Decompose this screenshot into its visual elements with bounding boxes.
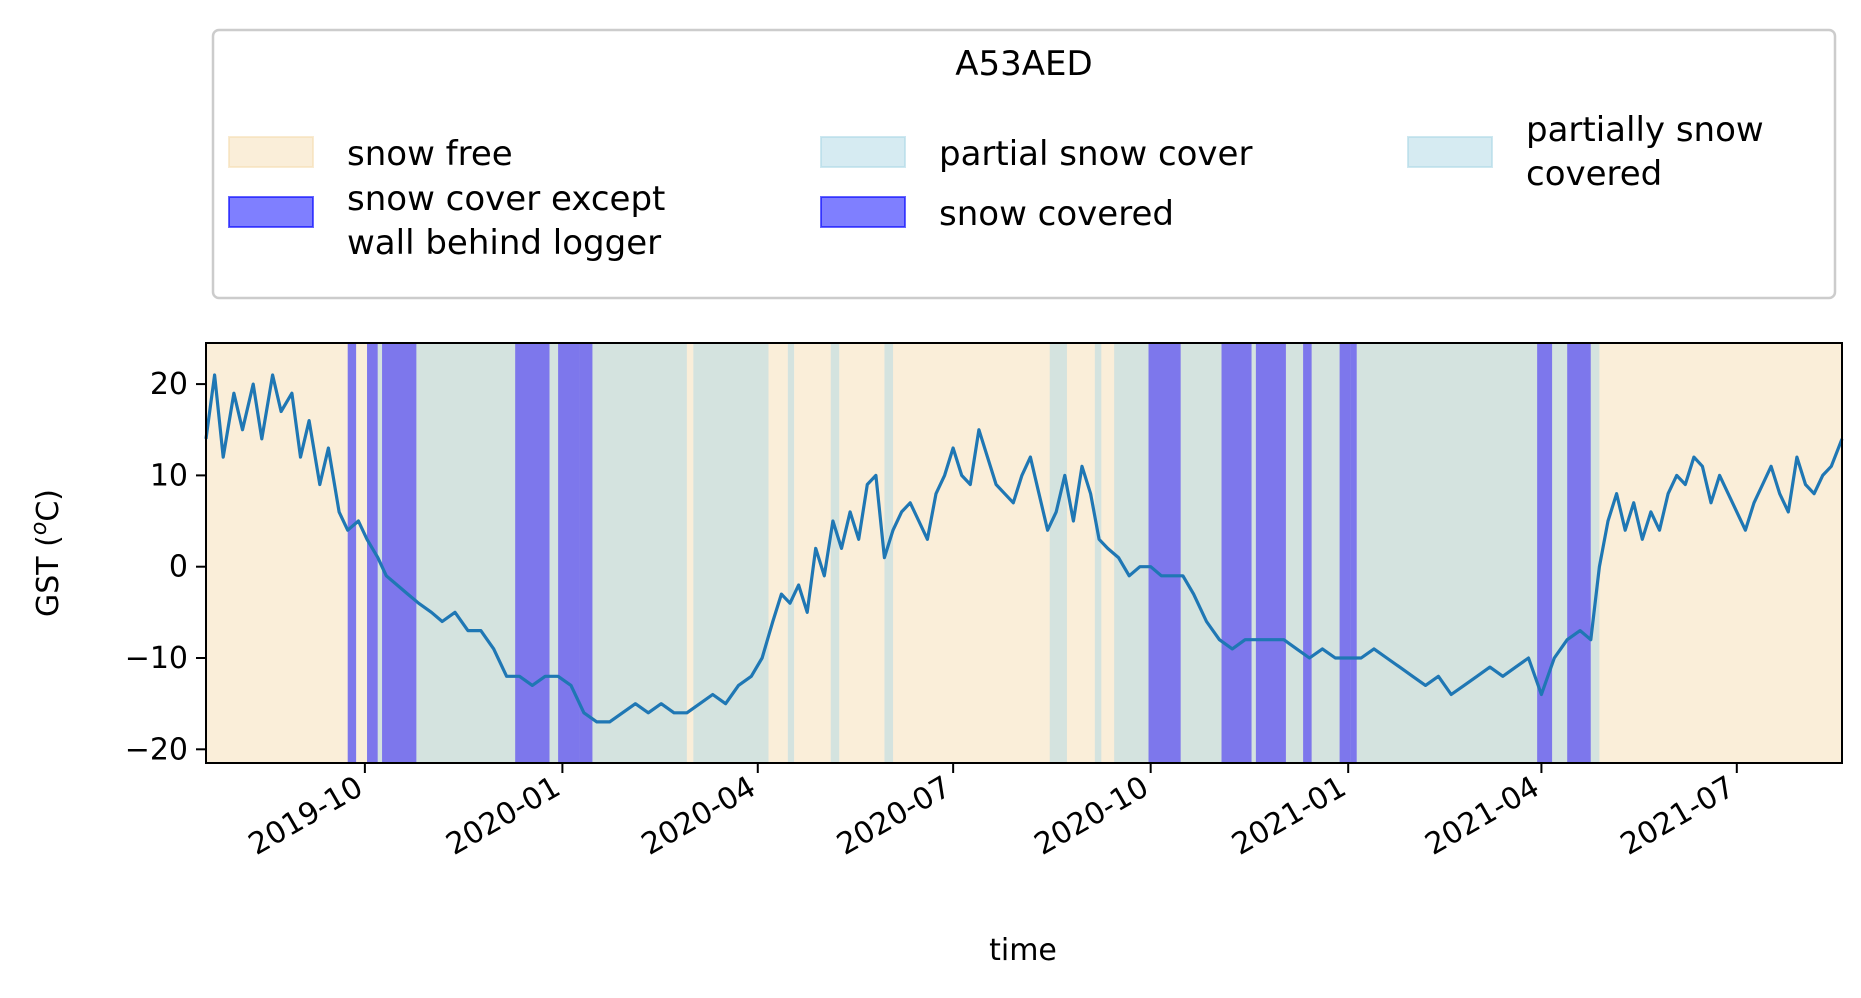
legend-label: covered xyxy=(1526,154,1662,194)
legend-label: snow cover except xyxy=(347,179,665,219)
snow-band-partial xyxy=(830,343,840,763)
x-tick-label: 2020-07 xyxy=(831,770,957,863)
snow-band-partial xyxy=(592,343,687,763)
x-tick-label: 2020-04 xyxy=(636,770,762,863)
snow-band-snow-free xyxy=(768,343,788,763)
snow-band-partial xyxy=(1552,343,1568,763)
snow-band-partial xyxy=(1311,343,1340,763)
snow-band-covered xyxy=(579,343,593,763)
x-tick-label: 2021-07 xyxy=(1615,770,1741,863)
snow-band-snow-free xyxy=(356,343,368,763)
snow-band-covered xyxy=(1221,343,1252,763)
plot-area xyxy=(204,342,1844,764)
y-tick-label: −20 xyxy=(125,732,188,767)
y-axis: 20 10 0 −10 −20 xyxy=(125,367,206,767)
x-tick-label: 2020-01 xyxy=(440,770,566,863)
snow-band-covered xyxy=(1567,343,1591,763)
snow-band-covered xyxy=(367,343,378,763)
legend-swatch xyxy=(820,136,906,168)
x-tick-label: 2021-01 xyxy=(1226,770,1352,863)
snow-band-partial xyxy=(884,343,894,763)
snow-band-partial xyxy=(1049,343,1067,763)
snow-band-snow-free xyxy=(794,343,831,763)
snow-band-partial xyxy=(787,343,795,763)
snow-band-snow-free xyxy=(686,343,694,763)
snow-band-covered xyxy=(1339,343,1351,763)
snow-band-covered xyxy=(1350,343,1357,763)
legend-label: wall behind logger xyxy=(347,223,661,263)
snow-band-partial xyxy=(1114,343,1149,763)
legend-swatch xyxy=(228,136,314,168)
legend-swatch xyxy=(820,196,906,228)
snow-band-partial xyxy=(377,343,383,763)
snow-band-covered xyxy=(558,343,580,763)
snow-bands xyxy=(206,343,1842,763)
snow-band-covered xyxy=(347,343,357,763)
snow-band-covered xyxy=(1537,343,1553,763)
snow-band-covered xyxy=(1303,343,1312,763)
y-tick-label: 20 xyxy=(150,367,188,402)
snow-band-partial xyxy=(416,343,516,763)
y-tick-label: 10 xyxy=(150,458,188,493)
x-tick-label: 2020-10 xyxy=(1029,770,1155,863)
snow-band-covered xyxy=(515,343,550,763)
y-axis-label: GST (oC) xyxy=(27,489,67,617)
legend-swatch xyxy=(228,196,314,228)
snow-band-partial xyxy=(1094,343,1102,763)
x-tick-label: 2021-04 xyxy=(1419,770,1545,863)
series-line xyxy=(204,373,1844,724)
snow-band-covered xyxy=(1255,343,1286,763)
legend-label: partially snow xyxy=(1526,110,1764,150)
y-tick-label: −10 xyxy=(125,641,188,676)
legend-label: snow covered xyxy=(939,194,1174,234)
snow-band-partial xyxy=(1180,343,1222,763)
snow-band-partial xyxy=(1590,343,1600,763)
snow-band-covered xyxy=(1148,343,1181,763)
snow-band-partial xyxy=(549,343,559,763)
legend-label: partial snow cover xyxy=(939,134,1252,174)
legend-frame xyxy=(211,28,1837,300)
y-tick-label: 0 xyxy=(169,550,188,585)
snow-band-partial xyxy=(1285,343,1304,763)
x-tick-label: 2019-10 xyxy=(243,770,369,863)
snow-band-partial xyxy=(1251,343,1256,763)
legend-title: A53AED xyxy=(955,44,1092,84)
snow-band-snow-free xyxy=(839,343,885,763)
snow-band-partial xyxy=(1356,343,1538,763)
snow-band-partial xyxy=(693,343,769,763)
x-axis: 2019-10 2020-01 2020-04 2020-07 2020-10 2021-… xyxy=(243,763,1741,863)
legend-swatch xyxy=(1407,136,1493,168)
x-axis-label: time xyxy=(989,933,1057,968)
snow-band-covered xyxy=(382,343,417,763)
legend-label: snow free xyxy=(347,134,513,174)
plot-frame xyxy=(205,342,1843,764)
